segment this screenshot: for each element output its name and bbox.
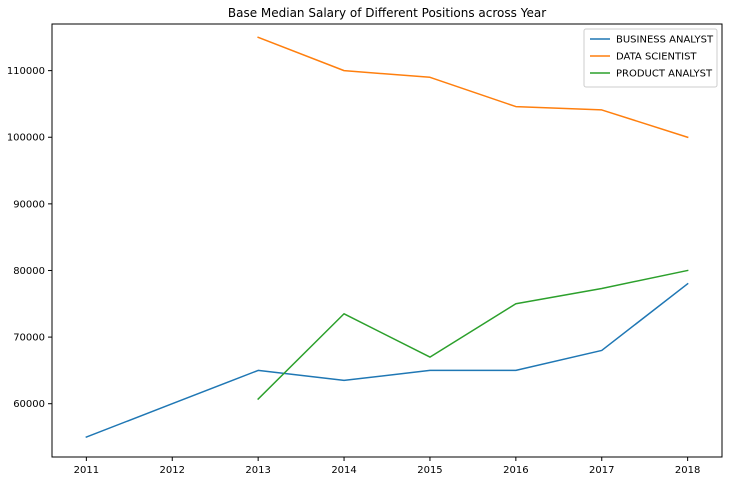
plot-frame xyxy=(51,23,723,458)
legend-label: PRODUCT ANALYST xyxy=(616,69,713,80)
axes-layer: 2011 2012 2013 2014 2015 2016 2017 2018 60000 700… xyxy=(7,66,701,476)
series-line-product-analyst xyxy=(257,269,689,401)
y-tick-label: 70000 xyxy=(13,333,45,344)
x-tick-label: 2016 xyxy=(503,465,528,476)
x-tick-label: 2017 xyxy=(589,465,614,476)
x-tick-label: 2014 xyxy=(331,465,356,476)
x-tick-label: 2015 xyxy=(417,465,442,476)
x-tick-label: 2018 xyxy=(675,465,700,476)
legend-box xyxy=(583,28,718,88)
legend: BUSINESS ANALYST DATA SCIENTIST PRODUCT AN… xyxy=(583,28,718,88)
series-line-business-analyst xyxy=(85,282,689,438)
y-tick-label: 60000 xyxy=(13,399,45,410)
x-tick-label: 2013 xyxy=(245,465,270,476)
chart-title: Base Median Salary of Different Position… xyxy=(228,6,546,20)
y-tick-label: 90000 xyxy=(13,199,45,210)
y-tick-label: 110000 xyxy=(7,66,45,77)
series-line-data-scientist xyxy=(257,36,689,139)
y-tick-label: 80000 xyxy=(13,266,45,277)
series-layer xyxy=(85,36,689,438)
legend-label: BUSINESS ANALYST xyxy=(616,35,714,46)
x-tick-label: 2012 xyxy=(160,465,185,476)
y-tick-label: 100000 xyxy=(7,133,45,144)
x-tick-label: 2011 xyxy=(74,465,99,476)
legend-label: DATA SCIENTIST xyxy=(616,52,697,63)
